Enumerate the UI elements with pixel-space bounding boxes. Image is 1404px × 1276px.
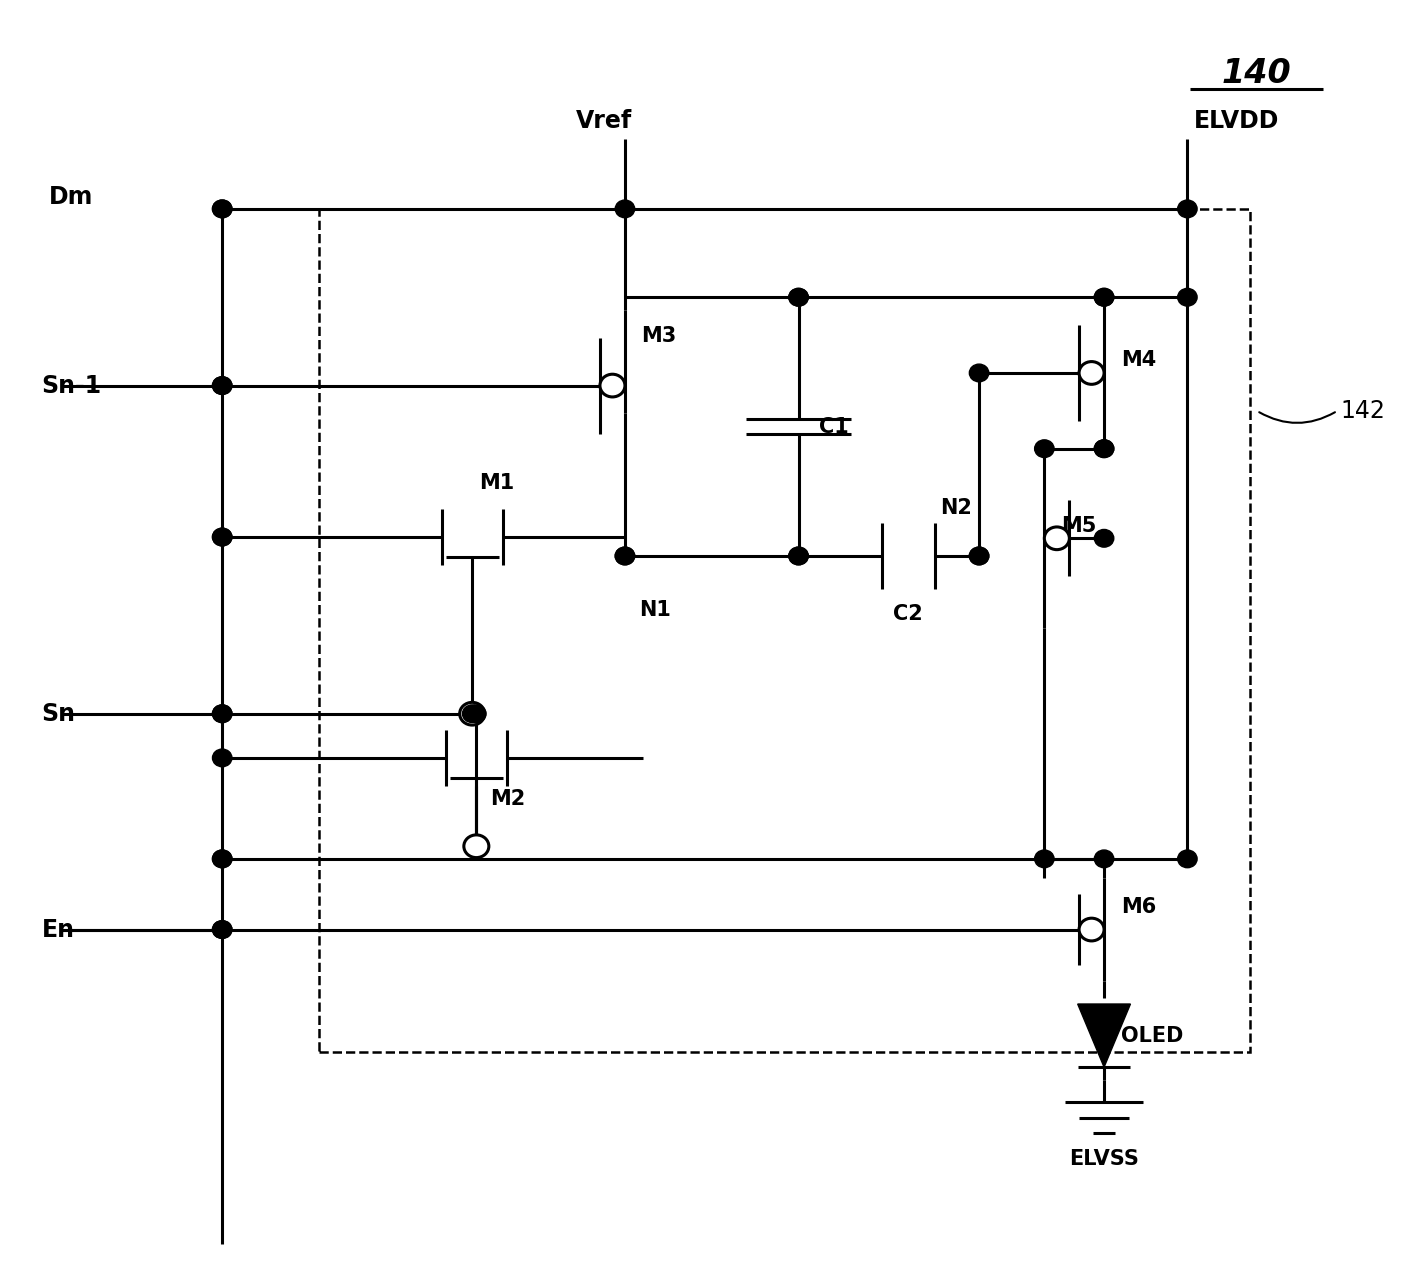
Text: ELVSS: ELVSS: [1068, 1150, 1139, 1169]
Text: N2: N2: [941, 498, 972, 518]
Text: En: En: [42, 917, 74, 942]
Text: M3: M3: [642, 327, 677, 346]
Circle shape: [466, 704, 486, 722]
Circle shape: [1035, 850, 1054, 868]
Text: 140: 140: [1221, 57, 1292, 91]
Circle shape: [212, 749, 232, 767]
Circle shape: [969, 547, 988, 565]
Circle shape: [459, 702, 484, 725]
Text: Sn-1: Sn-1: [42, 374, 101, 398]
Circle shape: [463, 835, 489, 857]
Text: Vref: Vref: [576, 110, 632, 133]
Circle shape: [212, 921, 232, 938]
Circle shape: [462, 704, 482, 722]
Polygon shape: [1078, 1004, 1130, 1067]
Circle shape: [212, 850, 232, 868]
Text: 142: 142: [1341, 399, 1384, 422]
Text: M6: M6: [1120, 897, 1155, 917]
Text: Sn: Sn: [42, 702, 76, 726]
Circle shape: [1045, 527, 1070, 550]
Text: M4: M4: [1120, 351, 1155, 370]
Circle shape: [1035, 440, 1054, 458]
Circle shape: [789, 288, 809, 306]
Circle shape: [212, 528, 232, 546]
Circle shape: [212, 200, 232, 218]
Text: Dm: Dm: [49, 185, 93, 209]
Circle shape: [1094, 850, 1113, 868]
Circle shape: [789, 547, 809, 565]
Circle shape: [1080, 361, 1104, 384]
Text: M2: M2: [490, 790, 525, 809]
Text: C1: C1: [820, 416, 849, 436]
Circle shape: [212, 376, 232, 394]
Circle shape: [1178, 288, 1198, 306]
Circle shape: [789, 547, 809, 565]
Circle shape: [1094, 288, 1113, 306]
Circle shape: [212, 704, 232, 722]
Circle shape: [969, 547, 988, 565]
Circle shape: [1094, 530, 1113, 547]
Circle shape: [212, 850, 232, 868]
Circle shape: [600, 374, 625, 397]
Circle shape: [789, 288, 809, 306]
Circle shape: [212, 200, 232, 218]
Circle shape: [615, 200, 635, 218]
Circle shape: [615, 547, 635, 565]
Circle shape: [615, 547, 635, 565]
Text: OLED: OLED: [1120, 1026, 1184, 1045]
Circle shape: [1094, 440, 1113, 458]
Circle shape: [1178, 200, 1198, 218]
Text: M5: M5: [1061, 516, 1097, 536]
Text: M1: M1: [479, 473, 514, 493]
Circle shape: [1080, 919, 1104, 940]
Circle shape: [212, 376, 232, 394]
Circle shape: [212, 528, 232, 546]
Circle shape: [1178, 850, 1198, 868]
Text: N1: N1: [639, 600, 671, 620]
Circle shape: [1094, 288, 1113, 306]
Text: C2: C2: [893, 604, 922, 624]
Text: ELVDD: ELVDD: [1195, 110, 1279, 133]
Circle shape: [1094, 440, 1113, 458]
Circle shape: [969, 364, 988, 382]
Circle shape: [212, 704, 232, 722]
Circle shape: [212, 921, 232, 938]
